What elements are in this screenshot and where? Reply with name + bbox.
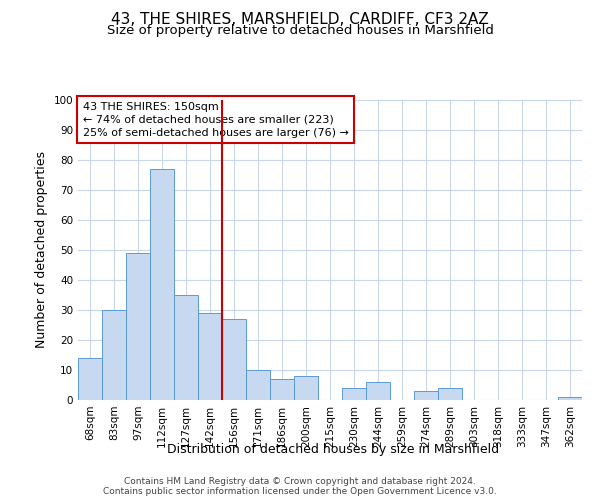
Text: Contains public sector information licensed under the Open Government Licence v3: Contains public sector information licen… [103, 488, 497, 496]
Bar [198, 313, 222, 400]
Text: Distribution of detached houses by size in Marshfield: Distribution of detached houses by size … [167, 442, 499, 456]
Bar [342, 388, 366, 400]
Bar [150, 169, 174, 400]
Bar [366, 382, 390, 400]
Text: 43, THE SHIRES, MARSHFIELD, CARDIFF, CF3 2AZ: 43, THE SHIRES, MARSHFIELD, CARDIFF, CF3… [111, 12, 489, 28]
Bar [246, 370, 270, 400]
Y-axis label: Number of detached properties: Number of detached properties [35, 152, 48, 348]
Text: 43 THE SHIRES: 150sqm
← 74% of detached houses are smaller (223)
25% of semi-det: 43 THE SHIRES: 150sqm ← 74% of detached … [83, 102, 349, 138]
Text: Contains HM Land Registry data © Crown copyright and database right 2024.: Contains HM Land Registry data © Crown c… [124, 478, 476, 486]
Bar [270, 379, 294, 400]
Bar [222, 319, 246, 400]
Text: Size of property relative to detached houses in Marshfield: Size of property relative to detached ho… [107, 24, 493, 37]
Bar [174, 295, 198, 400]
Bar [294, 376, 318, 400]
Bar [558, 397, 582, 400]
Bar [102, 310, 126, 400]
Bar [414, 391, 438, 400]
Bar [438, 388, 462, 400]
Bar [126, 253, 150, 400]
Bar [78, 358, 102, 400]
